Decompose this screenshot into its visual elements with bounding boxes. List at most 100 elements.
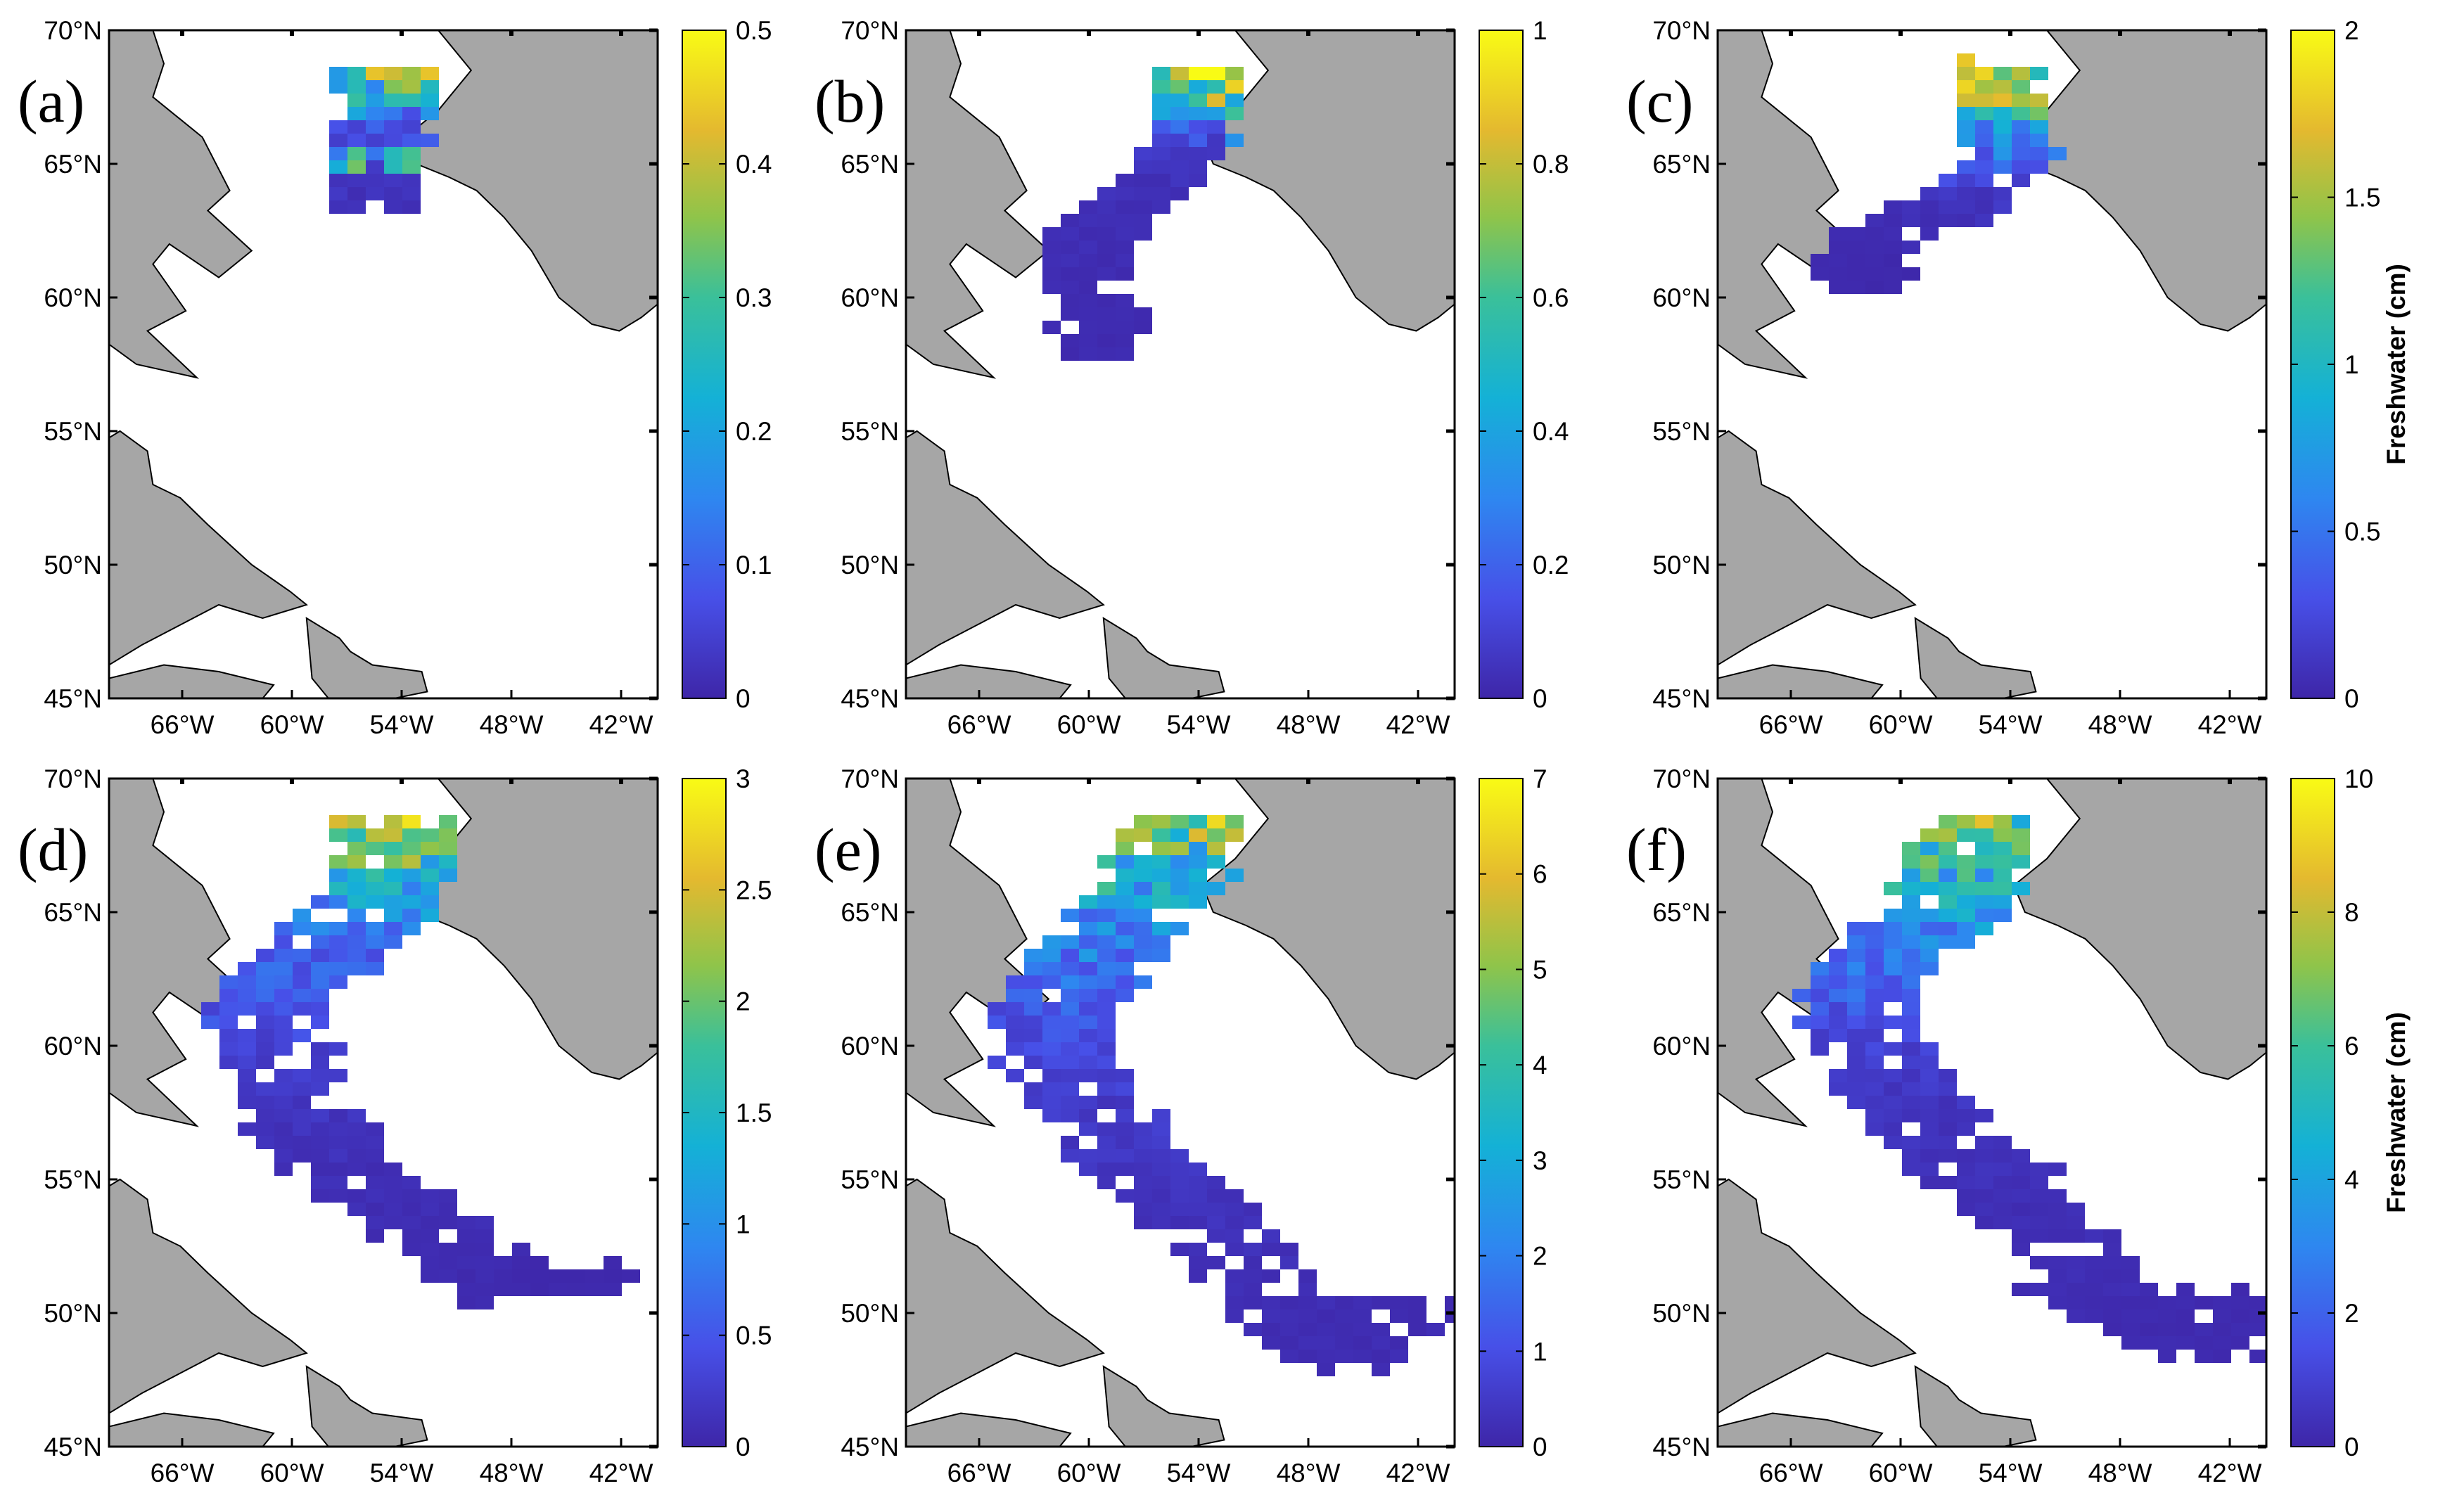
freshwater-cell [1993, 134, 2012, 147]
freshwater-cell [1939, 815, 1957, 828]
freshwater-cell [1865, 254, 1884, 267]
freshwater-cell [1116, 334, 1134, 347]
freshwater-cell [1902, 1136, 1920, 1149]
freshwater-cell [2158, 1336, 2176, 1350]
freshwater-cell [238, 1002, 256, 1016]
freshwater-cell [439, 815, 457, 828]
freshwater-cell [1847, 227, 1865, 241]
freshwater-cell [1225, 828, 1244, 842]
freshwater-cell [1152, 935, 1170, 949]
freshwater-cell [402, 1176, 421, 1189]
freshwater-cell [347, 882, 366, 895]
freshwater-cell [1262, 1336, 1280, 1350]
freshwater-cell [2048, 1269, 2067, 1283]
freshwater-cell [384, 107, 402, 120]
freshwater-cell [421, 107, 439, 120]
freshwater-cell [1134, 147, 1152, 160]
freshwater-cell [1061, 909, 1079, 922]
colorbar-tick-label: 3 [736, 764, 751, 793]
freshwater-cell [1042, 962, 1061, 975]
freshwater-cell [1975, 909, 1993, 922]
freshwater-cell [1262, 1309, 1280, 1323]
lat-tick-label: 60°N [44, 1032, 102, 1061]
lon-tick-label: 54°W [1979, 1459, 2043, 1487]
freshwater-cell [1829, 254, 1847, 267]
freshwater-cell [1957, 1203, 1975, 1216]
freshwater-cell [1445, 1296, 1455, 1309]
freshwater-cell [567, 1283, 585, 1296]
freshwater-cell [402, 1216, 421, 1229]
freshwater-cell [366, 1216, 384, 1229]
freshwater-cell [1079, 1122, 1097, 1136]
freshwater-cell [402, 200, 421, 214]
colorbar-tick-label: 2 [736, 987, 751, 1016]
freshwater-cell [1006, 1029, 1024, 1042]
freshwater-cell [1152, 94, 1170, 107]
freshwater-cell [2012, 80, 2030, 94]
freshwater-cell [1097, 1029, 1116, 1042]
freshwater-cell [1847, 1042, 1865, 1056]
freshwater-cell [2213, 1350, 2231, 1363]
freshwater-cell [1225, 1309, 1244, 1323]
land-mass [906, 30, 1050, 379]
freshwater-cell [366, 187, 384, 200]
freshwater-cell [1865, 1122, 1884, 1136]
map-content [1718, 30, 2266, 698]
freshwater-cell [347, 147, 366, 160]
freshwater-cell [329, 200, 347, 214]
freshwater-cell [366, 1229, 384, 1243]
freshwater-cell [2121, 1269, 2140, 1283]
freshwater-cell [402, 67, 421, 80]
freshwater-cell [1335, 1350, 1353, 1363]
freshwater-cell [384, 828, 402, 842]
freshwater-cell [402, 815, 421, 828]
freshwater-cell [1244, 1243, 1262, 1256]
freshwater-cell [1170, 120, 1189, 134]
freshwater-cell [256, 975, 274, 989]
freshwater-cell [1061, 1136, 1079, 1149]
freshwater-cell [1116, 949, 1134, 962]
freshwater-cell [1152, 1109, 1170, 1122]
colorbar-tick-label: 0.1 [736, 551, 772, 579]
freshwater-cell [1811, 1042, 1829, 1056]
freshwater-cell [2103, 1296, 2121, 1309]
freshwater-cell [2012, 1176, 2030, 1189]
freshwater-cell [2140, 1309, 2158, 1323]
freshwater-cell [347, 1122, 366, 1136]
freshwater-cell [1957, 134, 1975, 147]
freshwater-cell [1006, 975, 1024, 989]
freshwater-cell [1116, 1069, 1134, 1082]
freshwater-cell [1189, 1176, 1207, 1189]
freshwater-cell [1298, 1323, 1317, 1336]
freshwater-cell [1920, 200, 1939, 214]
freshwater-cell [1902, 869, 1920, 882]
freshwater-cell [1939, 1122, 1957, 1136]
freshwater-cell [347, 962, 366, 975]
freshwater-cell [1865, 1002, 1884, 1016]
lon-tick-label: 54°W [370, 1459, 434, 1487]
freshwater-cell [439, 842, 457, 855]
freshwater-cell [293, 989, 311, 1002]
freshwater-cell [1097, 895, 1116, 909]
freshwater-cell [1335, 1309, 1353, 1323]
map-panel-d: 70°N 65°N 60°N 55°N 50°N 45°N 66°W 60°W 54°W 48°W… [18, 764, 772, 1487]
freshwater-cell [2231, 1336, 2249, 1350]
freshwater-cell [1920, 922, 1939, 935]
freshwater-cell [1097, 1163, 1116, 1176]
freshwater-cell [1957, 67, 1975, 80]
freshwater-cell [2012, 1163, 2030, 1176]
freshwater-cell [1042, 1042, 1061, 1056]
freshwater-cell [329, 67, 347, 80]
freshwater-cell [1097, 347, 1116, 361]
freshwater-cell [2067, 1283, 2085, 1296]
freshwater-cell [1847, 975, 1865, 989]
freshwater-cell [1353, 1309, 1372, 1323]
freshwater-cell [1061, 989, 1079, 1002]
freshwater-cell [1061, 1149, 1079, 1163]
land-mass [404, 30, 658, 332]
freshwater-cell [2121, 1256, 2140, 1269]
freshwater-cell [329, 1189, 347, 1203]
freshwater-cell [457, 1269, 475, 1283]
freshwater-cell [366, 935, 384, 949]
freshwater-cell [1134, 1216, 1152, 1229]
